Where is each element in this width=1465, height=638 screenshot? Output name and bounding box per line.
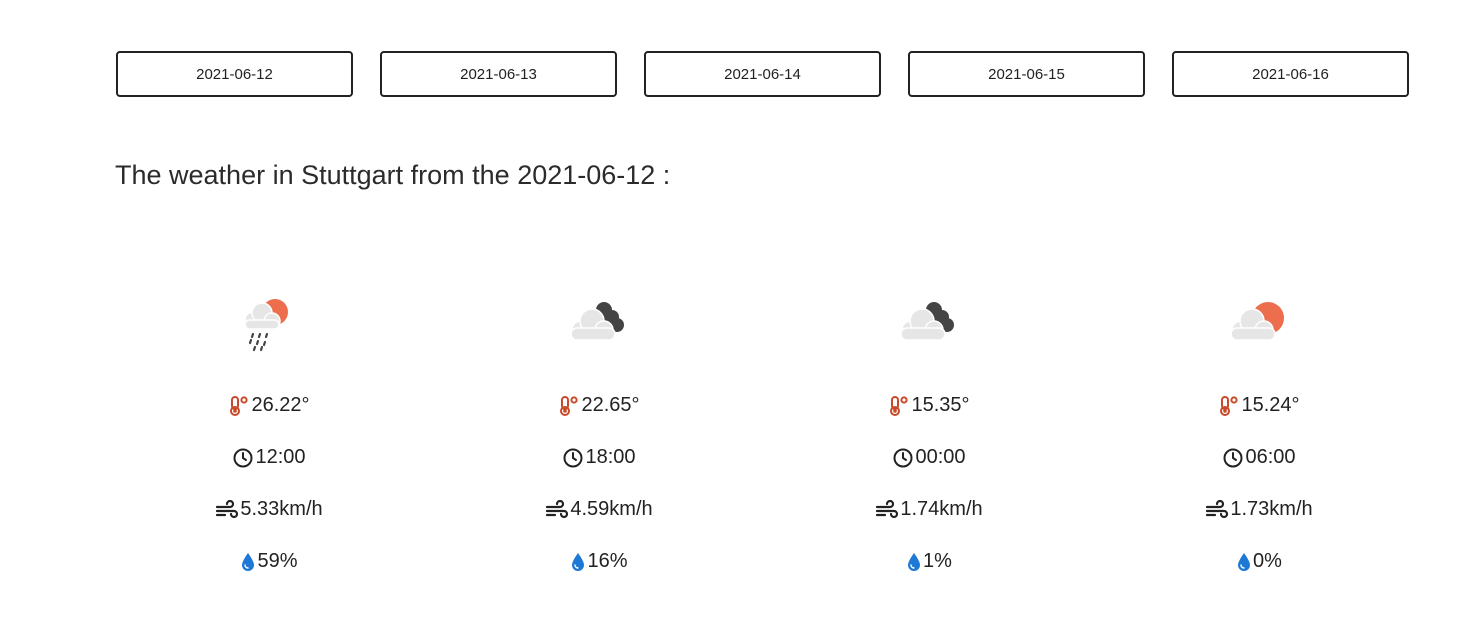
time-row: 12:00 (104, 446, 434, 469)
rain-value: 0% (1253, 550, 1282, 572)
time-value: 18:00 (585, 446, 636, 468)
page-title: The weather in Stuttgart from the 2021-0… (115, 160, 671, 190)
forecast-card: 22.65° 18:00 (434, 280, 764, 590)
time-value: 06:00 (1245, 446, 1296, 468)
wind-value: 5.33km/h (240, 498, 323, 520)
date-selector: 2021-06-12 2021-06-13 2021-06-14 2021-06… (116, 51, 1409, 97)
wind-value: 1.73km/h (1230, 498, 1313, 520)
date-button-2021-06-13[interactable]: 2021-06-13 (380, 51, 617, 97)
rain-value: 59% (257, 550, 298, 572)
rain-value: 16% (587, 550, 628, 572)
time-row: 18:00 (434, 446, 764, 469)
wind-row: 4.59km/h (434, 498, 764, 521)
thermometer-icon (1218, 395, 1240, 417)
wind-row: 1.73km/h (1094, 498, 1424, 521)
forecast-card: 15.35° 00:00 (764, 280, 1094, 590)
clock-icon (232, 447, 254, 469)
forecast-list: 26.22° 12:00 (104, 280, 1424, 600)
thermometer-icon (558, 395, 580, 417)
temperature-row: 26.22° (104, 394, 434, 417)
time-value: 12:00 (255, 446, 306, 468)
rain-row: 0% (1094, 550, 1424, 573)
rain-row: 1% (764, 550, 1094, 573)
wind-icon (545, 499, 569, 520)
cloud-sun-rain-icon (244, 299, 288, 352)
droplet-icon (906, 552, 922, 572)
droplet-icon (1236, 552, 1252, 572)
cloud-sun-icon (1230, 302, 1284, 341)
time-row: 06:00 (1094, 446, 1424, 469)
forecast-card: 15.24° 06:00 (1094, 280, 1424, 590)
clock-icon (892, 447, 914, 469)
temperature-row: 22.65° (434, 394, 764, 417)
date-button-2021-06-16[interactable]: 2021-06-16 (1172, 51, 1409, 97)
date-button-2021-06-15[interactable]: 2021-06-15 (908, 51, 1145, 97)
time-value: 00:00 (915, 446, 966, 468)
droplet-icon (240, 552, 256, 572)
droplet-icon (570, 552, 586, 572)
thermometer-icon (888, 395, 910, 417)
wind-value: 4.59km/h (570, 498, 653, 520)
wind-icon (215, 499, 239, 520)
cloud-moon-icon (900, 302, 954, 341)
forecast-card: 26.22° 12:00 (104, 280, 434, 590)
temperature-row: 15.24° (1094, 394, 1424, 417)
temperature-value: 26.22° (251, 394, 310, 416)
temperature-value: 22.65° (581, 394, 640, 416)
rain-value: 1% (923, 550, 952, 572)
temperature-value: 15.35° (911, 394, 970, 416)
date-button-2021-06-14[interactable]: 2021-06-14 (644, 51, 881, 97)
cloud-moon-icon (570, 302, 624, 341)
wind-row: 1.74km/h (764, 498, 1094, 521)
temperature-value: 15.24° (1241, 394, 1300, 416)
wind-row: 5.33km/h (104, 498, 434, 521)
temperature-row: 15.35° (764, 394, 1094, 417)
wind-value: 1.74km/h (900, 498, 983, 520)
wind-icon (875, 499, 899, 520)
date-button-2021-06-12[interactable]: 2021-06-12 (116, 51, 353, 97)
rain-row: 59% (104, 550, 434, 573)
rain-row: 16% (434, 550, 764, 573)
thermometer-icon (228, 395, 250, 417)
time-row: 00:00 (764, 446, 1094, 469)
wind-icon (1205, 499, 1229, 520)
clock-icon (1222, 447, 1244, 469)
clock-icon (562, 447, 584, 469)
